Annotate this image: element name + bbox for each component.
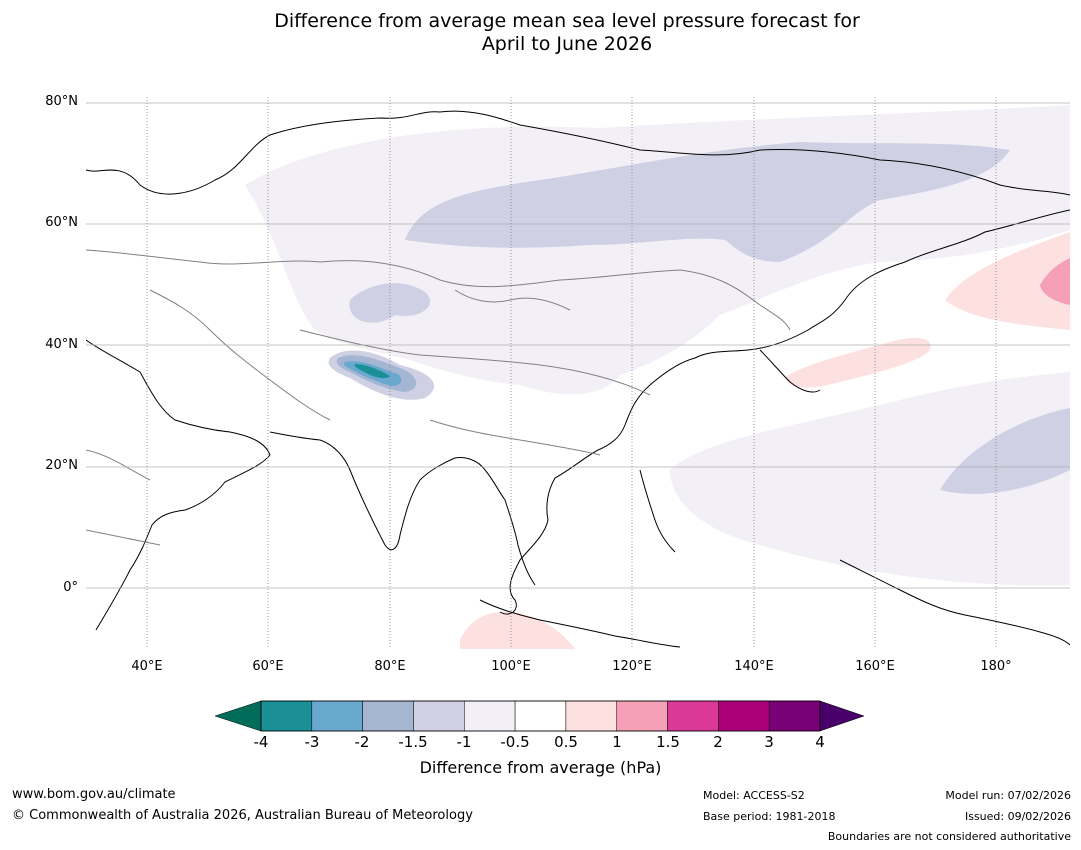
colorbar-tick: -0.5 bbox=[500, 733, 530, 751]
lon-label-160e: 160°E bbox=[855, 659, 895, 674]
colorbar-extend-under bbox=[214, 700, 262, 732]
anomaly-high-north-pacific bbox=[945, 232, 1070, 330]
anomaly-low-core-central-asia bbox=[349, 283, 431, 323]
country-borders bbox=[86, 249, 791, 546]
lat-label-20n: 20°N bbox=[45, 458, 78, 473]
anomaly-high-north-pacific-core bbox=[1040, 258, 1070, 305]
lon-label-140e: 140°E bbox=[734, 659, 774, 674]
lat-label-0: 0° bbox=[63, 580, 78, 595]
colorbar-bin bbox=[413, 700, 465, 732]
lon-label-80e: 80°E bbox=[374, 659, 406, 674]
anomaly-high-japan bbox=[785, 338, 931, 388]
anomaly-low-core-siberia bbox=[405, 142, 1010, 262]
coastlines bbox=[86, 110, 1070, 648]
colorbar-tick: 1 bbox=[612, 733, 622, 751]
lat-label-60n: 60°N bbox=[45, 215, 78, 230]
footer-disclaimer: Boundaries are not considered authoritat… bbox=[827, 830, 1071, 843]
colorbar-bin bbox=[362, 700, 414, 732]
lon-label-120e: 120°E bbox=[612, 659, 652, 674]
footer-model: Model: ACCESS-S2 bbox=[703, 789, 805, 802]
anomaly-low-himalaya-core bbox=[354, 364, 390, 379]
colorbar-tick: -2 bbox=[354, 733, 370, 751]
colorbar-bin bbox=[514, 700, 567, 732]
anomaly-low-core-pacific bbox=[940, 408, 1070, 494]
colorbar-tick: -1 bbox=[456, 733, 472, 751]
footer-url[interactable]: www.bom.gov.au/climate bbox=[12, 787, 176, 802]
colorbar-bin bbox=[718, 700, 770, 732]
colorbar-tick: -1.5 bbox=[398, 733, 428, 751]
colorbar-tick: -4 bbox=[253, 733, 269, 751]
footer-copyright: © Commonwealth of Australia 2026, Austra… bbox=[12, 808, 473, 823]
colorbar-tick: 1.5 bbox=[656, 733, 680, 751]
footer-base-period: Base period: 1981-2018 bbox=[703, 810, 836, 823]
map-area bbox=[86, 97, 1070, 649]
colorbar-tick: 2 bbox=[713, 733, 723, 751]
lon-label-40e: 40°E bbox=[131, 659, 163, 674]
anomaly-low-region-pacific bbox=[670, 372, 1070, 586]
lat-label-80n: 80°N bbox=[45, 94, 78, 109]
colorbar-bin bbox=[768, 700, 821, 732]
lat-label-40n: 40°N bbox=[45, 337, 78, 352]
graticule bbox=[86, 102, 1070, 589]
lon-label-60e: 60°E bbox=[252, 659, 284, 674]
colorbar-extend-over bbox=[819, 700, 865, 732]
footer-model-run: Model run: 07/02/2026 bbox=[945, 789, 1071, 802]
footer-issued: Issued: 09/02/2026 bbox=[964, 810, 1071, 823]
lon-label-180: 180° bbox=[980, 659, 1012, 674]
colorbar-tick: 4 bbox=[815, 733, 825, 751]
colorbar-bin bbox=[667, 700, 719, 732]
colorbar-bin bbox=[616, 700, 668, 732]
colorbar-bin bbox=[565, 700, 617, 732]
colorbar-tick: -3 bbox=[304, 733, 320, 751]
colorbar-tick: 0.5 bbox=[554, 733, 578, 751]
colorbar-bin bbox=[260, 700, 313, 732]
colorbar-label: Difference from average (hPa) bbox=[419, 758, 662, 777]
anomaly-shading bbox=[245, 105, 1070, 649]
colorbar-bin bbox=[311, 700, 363, 732]
anomaly-high-indian-ocean bbox=[460, 611, 575, 649]
lon-label-100e: 100°E bbox=[491, 659, 531, 674]
title-line-2: April to June 2026 bbox=[481, 33, 653, 55]
colorbar bbox=[214, 700, 865, 732]
title-line-1: Difference from average mean sea level p… bbox=[274, 10, 860, 32]
chart-title: Difference from average mean sea level p… bbox=[0, 10, 1081, 56]
colorbar-tick: 3 bbox=[764, 733, 774, 751]
colorbar-bin bbox=[464, 700, 516, 732]
